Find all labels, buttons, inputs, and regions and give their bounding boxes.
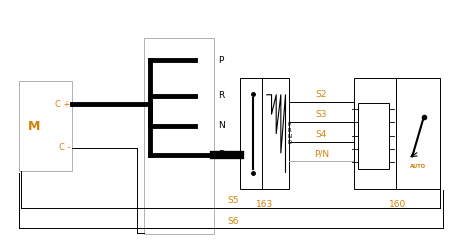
Text: R: R: [218, 91, 224, 100]
Bar: [357, 103, 389, 169]
Text: M: M: [27, 119, 40, 133]
Text: N: N: [218, 121, 225, 131]
Text: S5: S5: [227, 196, 239, 205]
Bar: [354, 78, 440, 189]
Text: S6: S6: [227, 216, 239, 226]
Text: S4: S4: [316, 130, 327, 139]
Text: S3: S3: [316, 110, 327, 119]
Bar: [19, 81, 72, 171]
Text: C -: C -: [59, 143, 70, 152]
Text: P
R
N
D: P R N D: [288, 122, 292, 145]
Text: AUTO: AUTO: [410, 164, 426, 169]
Bar: [144, 38, 214, 234]
Text: 163: 163: [256, 200, 273, 209]
Bar: [240, 78, 289, 189]
Text: P/N: P/N: [314, 149, 329, 158]
Text: P: P: [218, 56, 224, 65]
Text: D: D: [218, 150, 225, 160]
Text: 160: 160: [389, 200, 406, 209]
Text: S2: S2: [316, 90, 327, 99]
Text: C +: C +: [55, 100, 70, 109]
